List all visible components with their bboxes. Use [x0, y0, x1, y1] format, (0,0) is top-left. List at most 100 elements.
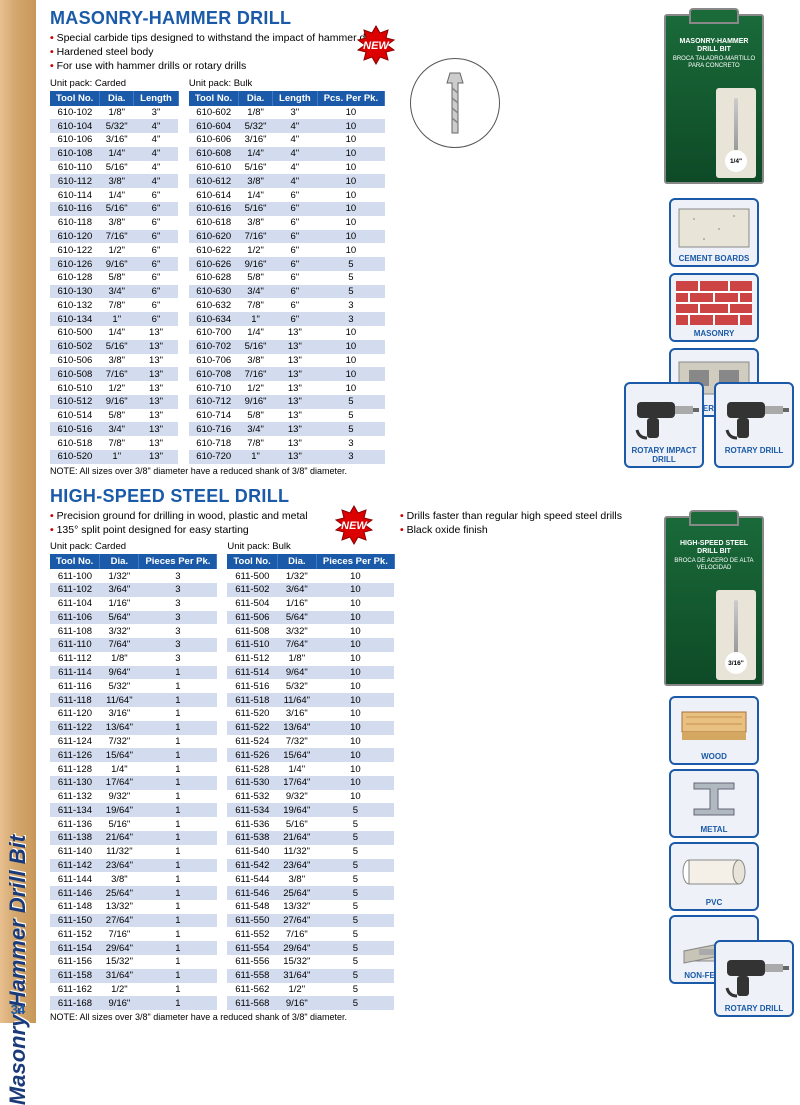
table-cell: 610-114 [50, 188, 100, 202]
table-cell: 610-514 [50, 409, 100, 423]
table-cell: 5 [316, 817, 394, 831]
table-cell: 5 [316, 914, 394, 928]
table-row: 611-11811/64"1 [50, 693, 217, 707]
table-cell: 610-618 [189, 216, 239, 230]
table-cell: 1 [139, 790, 217, 804]
table-cell: 13" [273, 450, 318, 464]
table-cell: 4" [134, 119, 179, 133]
table-cell: 13" [273, 340, 318, 354]
table-cell: 6" [134, 271, 179, 285]
table-sec1-carded: Tool No.Dia.Length610-1021/8"3"610-1045/… [50, 91, 179, 464]
table-cell: 3 [139, 611, 217, 625]
table-row: 611-5149/64"10 [227, 666, 394, 680]
table-row: 611-1041/16"3 [50, 597, 217, 611]
table-cell: 610-622 [189, 243, 239, 257]
table-row: 611-55027/64"5 [227, 914, 394, 928]
table-row: 610-5201"13" [50, 450, 178, 464]
table-cell: 611-104 [50, 597, 100, 611]
table-cell: 3/8" [239, 354, 273, 368]
table-row: 611-55615/32"5 [227, 955, 394, 969]
table-row: 610-7025/16"13"10 [189, 340, 385, 354]
section2-bullets-left: Precision ground for drilling in wood, p… [50, 509, 330, 537]
table-cell: 13/32" [277, 900, 316, 914]
table-row: 611-5083/32"10 [227, 624, 394, 638]
table-cell: 1 [139, 762, 217, 776]
cement-icon [674, 204, 754, 252]
table-cell: 1/4" [239, 188, 273, 202]
table-cell: 610-132 [50, 298, 100, 312]
table-row: 611-5281/4"10 [227, 762, 394, 776]
bullet-item: Drills faster than regular high speed st… [400, 509, 622, 523]
table-cell: 611-150 [50, 914, 100, 928]
table-row: 610-1063/16"4" [50, 133, 178, 147]
table-cell: 7/8" [239, 436, 273, 450]
table-cell: 4" [134, 147, 179, 161]
table-cell: 7/64" [100, 638, 139, 652]
table-cell: 13" [273, 436, 318, 450]
table-cell: 1 [139, 831, 217, 845]
unit-pack-label: Unit pack: Bulk [189, 78, 385, 89]
table-row: 610-6183/8"6"10 [189, 216, 385, 230]
table-cell: 1 [139, 872, 217, 886]
table-cell: 611-554 [227, 941, 277, 955]
table-cell: 5 [317, 422, 384, 436]
table-cell: 610-112 [50, 174, 100, 188]
app-label: ROTARY DRILL [725, 446, 784, 455]
table-cell: 610-106 [50, 133, 100, 147]
table-row: 611-5365/16"5 [227, 817, 394, 831]
drill-bit-illustration [410, 58, 500, 148]
application-box-wood: WOOD [669, 696, 759, 765]
table-cell: 611-168 [50, 996, 100, 1010]
table-cell: 13" [134, 409, 179, 423]
table-cell: 3/16" [277, 707, 316, 721]
table-cell: 5 [316, 803, 394, 817]
table-cell: 5/16" [239, 340, 273, 354]
table-sec1-bulk: Tool No.Dia.LengthPcs. Per Pk.610-6021/8… [189, 91, 385, 464]
table-cell: 5 [316, 941, 394, 955]
table-cell: 611-116 [50, 679, 100, 693]
table-cell: 10 [317, 243, 384, 257]
table-cell: 6" [273, 216, 318, 230]
table-cell: 5/16" [100, 817, 139, 831]
table-cell: 1/16" [277, 597, 316, 611]
table-cell: 610-700 [189, 326, 239, 340]
table-cell: 10 [316, 735, 394, 749]
table-cell: 611-126 [50, 748, 100, 762]
table-cell: 611-128 [50, 762, 100, 776]
table-cell: 1/4" [100, 762, 139, 776]
table-row: 611-5329/32"10 [227, 790, 394, 804]
unit-pack-label: Unit pack: Carded [50, 541, 217, 552]
table-cell: 610-134 [50, 312, 100, 326]
table-cell: 3/8" [239, 174, 273, 188]
table-cell: 611-516 [227, 679, 277, 693]
table-cell: 611-118 [50, 693, 100, 707]
sidebar-title: Masonry-Hammer Drill Bit [5, 835, 31, 1105]
table-cell: 610-628 [189, 271, 239, 285]
table-cell: 13" [273, 381, 318, 395]
table-cell: 610-606 [189, 133, 239, 147]
table-row: 611-53821/64"5 [227, 831, 394, 845]
table-cell: 13" [273, 354, 318, 368]
table-cell: 9/16" [100, 395, 134, 409]
drill-icon [714, 388, 794, 444]
table-cell: 13" [134, 367, 179, 381]
svg-text:NEW: NEW [363, 40, 390, 52]
table-cell: 7/8" [100, 298, 134, 312]
table-cell: 3/8" [100, 872, 139, 886]
table-cell: 6" [273, 202, 318, 216]
table-cell: 3 [317, 298, 384, 312]
table-cell: 9/32" [277, 790, 316, 804]
table-cell: 5/16" [239, 161, 273, 175]
table-cell: 611-532 [227, 790, 277, 804]
table-cell: 4" [134, 174, 179, 188]
table-cell: 611-544 [227, 872, 277, 886]
table-cell: 3/4" [239, 422, 273, 436]
table-cell: 3 [139, 583, 217, 597]
table-cell: 7/8" [239, 298, 273, 312]
table-cell: 5 [316, 872, 394, 886]
table-cell: 611-520 [227, 707, 277, 721]
table-cell: 7/16" [100, 927, 139, 941]
table-row: 610-1221/2"6" [50, 243, 178, 257]
table-row: 610-5101/2"13" [50, 381, 178, 395]
table-row: 611-5443/8"5 [227, 872, 394, 886]
